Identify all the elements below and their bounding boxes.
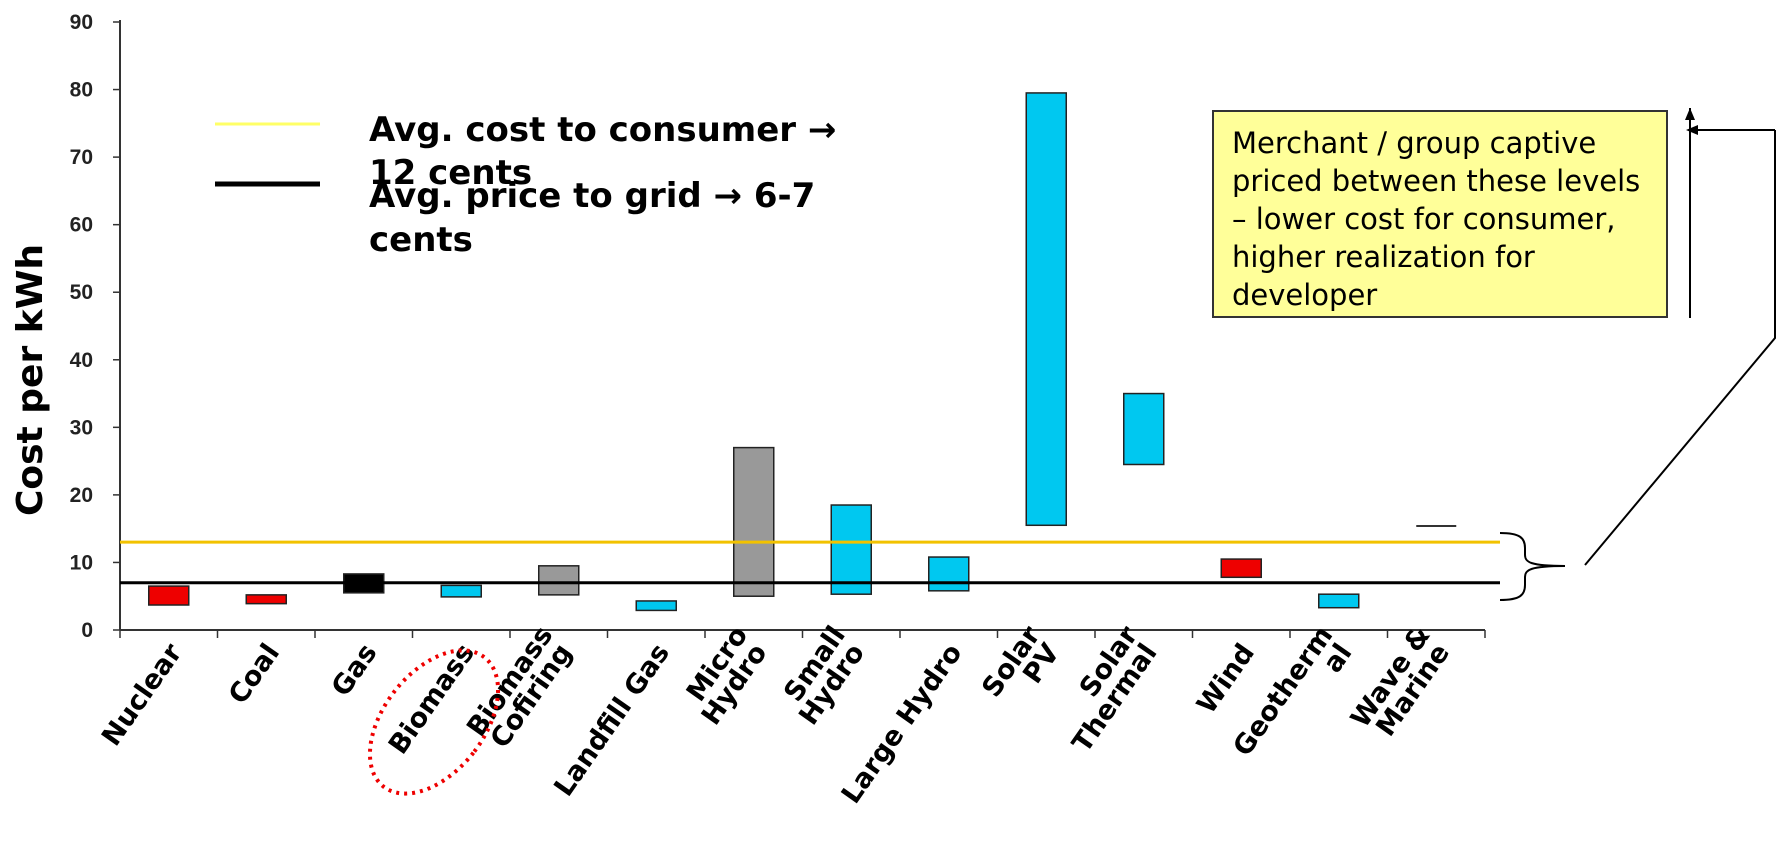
bar-large-hydro — [928, 556, 970, 592]
bar-biomass — [440, 584, 482, 598]
bar-wind — [1220, 558, 1262, 579]
callout-box: Merchant / group captive priced between … — [1212, 110, 1668, 318]
bar-coal — [245, 594, 287, 605]
bar-geotherm-al — [1318, 593, 1360, 609]
y-tick-label: 30 — [70, 416, 93, 439]
bar-nuclear — [148, 585, 190, 606]
biomass-highlight-ellipse — [367, 648, 501, 796]
bar-micro-hydro — [733, 446, 775, 597]
category-labels: Nuclear Coal Gas BiomassBiomassCofiringLand… — [96, 620, 1456, 809]
bar-solar-pv — [1025, 92, 1067, 527]
legend-grid-line2: cents — [369, 220, 473, 260]
y-tick-label: 70 — [70, 146, 93, 169]
category-label-geotherm-al: Geotherm — [1227, 621, 1339, 762]
y-tick-label: 50 — [70, 281, 93, 304]
y-ticks: 0 10 20 30 40 50 60 70 80 90 — [70, 11, 120, 642]
y-tick-label: 0 — [81, 619, 93, 642]
category-label-nuclear: Nuclear — [96, 638, 189, 752]
y-tick-label: 40 — [70, 349, 93, 372]
y-axis-label: Cost per kWh — [10, 244, 51, 516]
y-tick-label: 20 — [70, 484, 93, 507]
y-tick-label: 80 — [70, 79, 93, 102]
legend-consumer-line2: 12 cents — [369, 153, 532, 193]
y-tick-label: 60 — [70, 214, 93, 237]
range-brace-icon — [1499, 532, 1566, 601]
callout-diagonal-line — [1584, 130, 1776, 566]
bar-biomass-cofiring — [538, 565, 580, 596]
bar-solar-thermal — [1123, 392, 1165, 466]
bar-landfill-gas — [635, 600, 677, 612]
category-label-gas: Gas — [326, 638, 384, 702]
y-tick-label: 90 — [70, 11, 93, 34]
category-label-biomass: Biomass — [383, 638, 481, 760]
legend-grid-line1: Avg. price to grid → 6-7 — [369, 176, 815, 216]
x-ticks — [119, 630, 1486, 638]
category-label-wind: Wind — [1191, 638, 1261, 719]
reference-lines — [120, 540, 1500, 585]
bars — [148, 92, 1457, 612]
category-label-coal: Coal — [223, 638, 286, 710]
legend-consumer-line1: Avg. cost to consumer → — [369, 110, 836, 150]
y-tick-label: 10 — [70, 551, 93, 574]
bar-small-hydro — [830, 504, 872, 595]
callout-connector-arrowhead — [1686, 125, 1698, 135]
callout-range-arrowhead — [1685, 108, 1695, 120]
